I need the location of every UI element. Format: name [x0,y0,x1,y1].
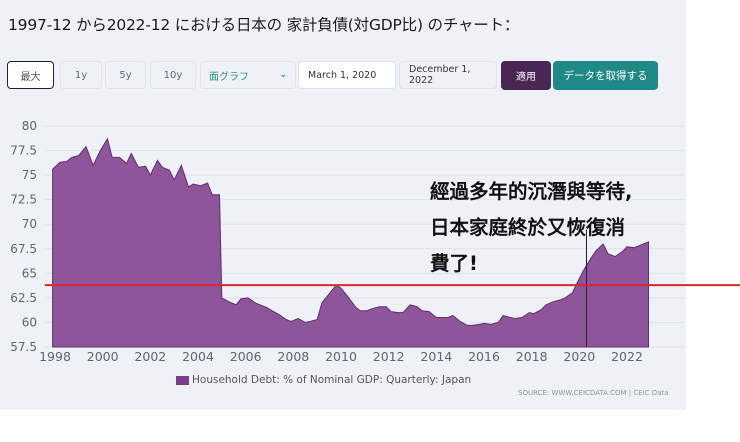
svg-text:2020: 2020 [563,349,595,364]
legend-label: Household Debt: % of Nominal GDP: Quarte… [192,374,472,386]
chart-type-select[interactable]: 面グラフ ⌄ [200,61,296,89]
svg-text:2008: 2008 [277,349,309,364]
svg-text:67.5: 67.5 [10,242,37,256]
svg-text:2004: 2004 [182,349,214,364]
page-title: 1997-12 から2022-12 における日本の 家計負債(対GDP比) のチ… [8,16,520,34]
area-chart: 80 77.5 75 72.5 70 67.5 65 62.5 60 57.5 1998 2000 2… [10,119,740,364]
annotation-text: 經過多年的沉潛與等待, 日本家庭終於又恢復消 費了! [430,174,690,282]
svg-text:2022: 2022 [611,349,643,364]
range-max-button[interactable]: 最大 [7,61,54,89]
svg-text:2012: 2012 [373,349,405,364]
chart-legend[interactable]: Household Debt: % of Nominal GDP: Quarte… [176,374,471,386]
range-5y-button[interactable]: 5y [105,61,146,89]
svg-text:2000: 2000 [87,349,119,364]
annotation-line-3: 費了! [430,252,478,275]
svg-text:65: 65 [22,266,37,280]
range-10y-button[interactable]: 10y [150,61,196,89]
start-date-input[interactable]: March 1, 2020 [298,61,396,89]
svg-text:80: 80 [22,119,37,133]
svg-text:62.5: 62.5 [10,291,37,305]
apply-button[interactable]: 適用 [501,61,551,90]
svg-text:70: 70 [22,217,37,231]
chart-type-value: 面グラフ [209,71,249,83]
y-axis-ticks: 80 77.5 75 72.5 70 67.5 65 62.5 60 57.5 [10,119,37,354]
svg-text:60: 60 [22,315,37,329]
svg-text:72.5: 72.5 [10,193,37,207]
svg-text:1998: 1998 [39,349,71,364]
annotation-line-2: 日本家庭終於又恢復消 [430,216,626,239]
svg-text:2006: 2006 [230,349,262,364]
svg-text:2018: 2018 [516,349,548,364]
get-data-button[interactable]: データを取得する [553,61,658,90]
svg-text:77.5: 77.5 [10,144,37,158]
svg-text:57.5: 57.5 [10,340,37,354]
svg-text:75: 75 [22,168,37,182]
svg-text:2016: 2016 [468,349,500,364]
end-date-input[interactable]: December 1, 2022 [399,61,497,89]
svg-text:2002: 2002 [134,349,166,364]
svg-text:2010: 2010 [325,349,357,364]
chevron-down-icon: ⌄ [279,70,287,80]
data-area [52,137,649,348]
x-axis-ticks: 1998 2000 2002 2004 2006 2008 2010 2012 2014 2016… [39,349,643,364]
source-credit: SOURCE: WWW.CEICDATA.COM | CEIC Data [518,389,669,397]
annotation-line-1: 經過多年的沉潛與等待, [430,180,633,203]
legend-swatch [176,375,189,385]
range-1y-button[interactable]: 1y [60,61,102,89]
svg-text:2014: 2014 [420,349,452,364]
